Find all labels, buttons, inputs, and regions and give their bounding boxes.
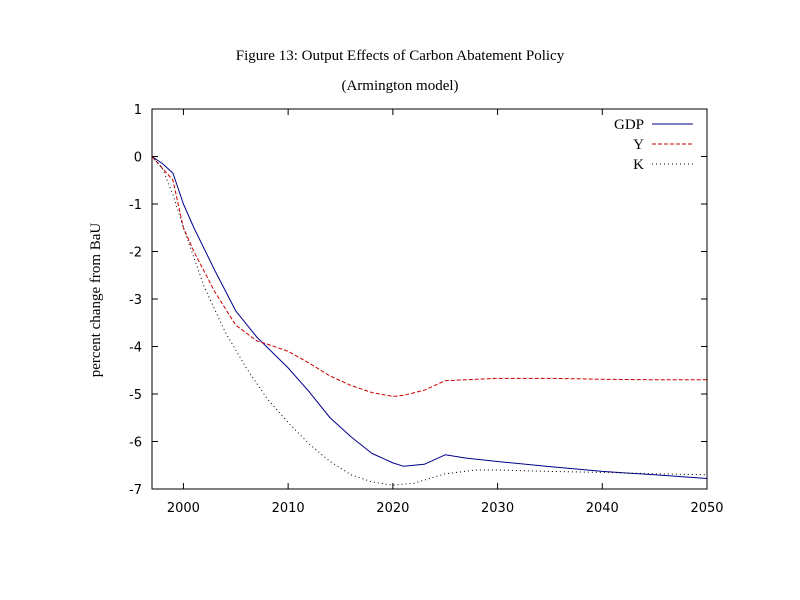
legend-label: GDP [614,117,644,133]
y-tick-label: -2 [129,246,142,261]
x-tick-label: 2030 [481,501,514,516]
legend-label: K [633,157,644,173]
y-tick-label: -6 [129,436,142,451]
y-tick-label: -4 [129,341,142,356]
axes-layer: 2000 2010 2020 2030 2040 2050 1 0 -1 -2 -3 -4 -5 -6 -7 [129,103,724,516]
series-line-k [151,156,708,486]
y-axis-label: percent change from BaU [88,223,104,378]
series-line-y [151,156,707,397]
legend-label: Y [633,137,644,153]
y-tick-label: -1 [129,198,142,213]
y-tick-label: -3 [129,293,142,308]
y-tick-label: 1 [134,103,142,118]
x-tick-label: 2010 [272,501,305,516]
series-line-gdp [151,156,708,480]
chart-subtitle: (Armington model) [341,78,458,94]
legend: GDP YK [614,117,693,173]
plot-frame [151,108,708,490]
x-tick-label: 2050 [690,501,723,516]
y-tick-label: 0 [134,151,142,166]
y-tick-label: -5 [129,388,142,403]
x-tick-label: 2000 [167,501,200,516]
x-tick-label: 2040 [586,501,619,516]
chart-title: Figure 13: Output Effects of Carbon Abat… [236,48,565,64]
x-tick-label: 2020 [376,501,409,516]
series-layer [151,156,708,486]
y-tick-label: -7 [129,483,142,498]
